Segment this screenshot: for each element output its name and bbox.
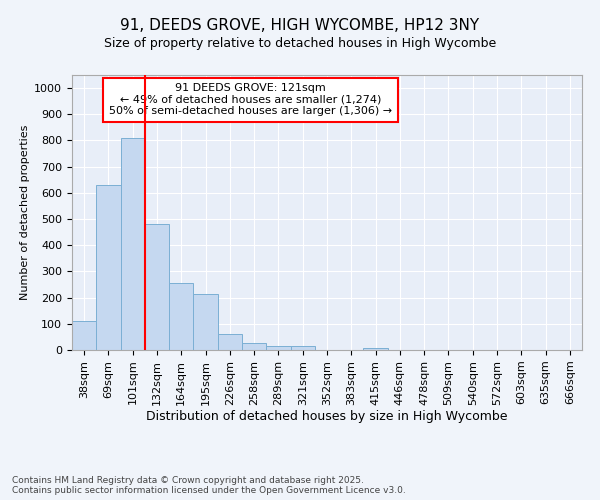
Bar [218,334,242,350]
Text: 91, DEEDS GROVE, HIGH WYCOMBE, HP12 3NY: 91, DEEDS GROVE, HIGH WYCOMBE, HP12 3NY [121,18,479,32]
Bar [72,321,96,350]
Bar [121,138,145,350]
Bar [266,346,290,350]
Bar [193,294,218,350]
Bar [169,283,193,350]
Text: Size of property relative to detached houses in High Wycombe: Size of property relative to detached ho… [104,38,496,51]
Text: 91 DEEDS GROVE: 121sqm
← 49% of detached houses are smaller (1,274)
50% of semi-: 91 DEEDS GROVE: 121sqm ← 49% of detached… [109,83,392,116]
Bar [364,348,388,350]
Text: Contains HM Land Registry data © Crown copyright and database right 2025.
Contai: Contains HM Land Registry data © Crown c… [12,476,406,495]
Y-axis label: Number of detached properties: Number of detached properties [20,125,30,300]
X-axis label: Distribution of detached houses by size in High Wycombe: Distribution of detached houses by size … [146,410,508,424]
Bar [290,346,315,350]
Bar [145,224,169,350]
Bar [242,342,266,350]
Bar [96,185,121,350]
